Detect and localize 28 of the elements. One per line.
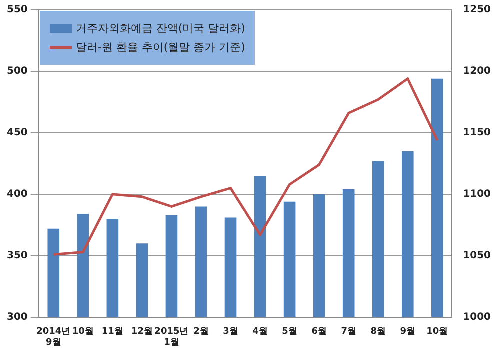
x-tick-label: 10월 <box>426 327 448 338</box>
x-tick-label: 5월 <box>282 327 298 338</box>
y-tick-label: 500 <box>7 66 28 78</box>
x-tick-label: 10월 <box>72 327 94 338</box>
x-tick-label: 8월 <box>370 327 386 338</box>
y2-tick-label: 1200 <box>463 66 492 78</box>
y-tick-label: 550 <box>7 4 28 16</box>
y-tick-label: 400 <box>7 189 28 200</box>
x-tick-label: 7월 <box>341 327 356 338</box>
x-tick-label: 2014년 9월 <box>36 327 71 348</box>
y2-tick-label: 1250 <box>463 4 492 16</box>
y2-tick-label: 1150 <box>463 128 492 139</box>
x-tick-label: 12월 <box>131 327 153 338</box>
y2-tick-label: 1050 <box>463 250 492 262</box>
y2-tick-label: 1100 <box>463 189 492 200</box>
x-tick-label: 3월 <box>223 327 238 338</box>
y-tick-label: 350 <box>7 250 28 262</box>
legend-label: 달러-원 환율 추이(월말 종가 기준) <box>76 40 246 55</box>
y-tick-label: 450 <box>7 128 28 139</box>
legend-label: 거주자외화예금 잔액(미국 달러화) <box>76 21 246 36</box>
y-tick-label: 300 <box>7 312 28 323</box>
x-tick-label: 11월 <box>102 327 124 338</box>
x-tick-label: 6월 <box>312 327 327 338</box>
x-tick-label: 4월 <box>252 327 268 338</box>
y2-tick-label: 1000 <box>463 312 492 323</box>
x-tick-label: 2015년 1월 <box>154 327 189 348</box>
x-tick-label: 9월 <box>400 327 416 338</box>
x-tick-label: 2월 <box>194 327 209 338</box>
